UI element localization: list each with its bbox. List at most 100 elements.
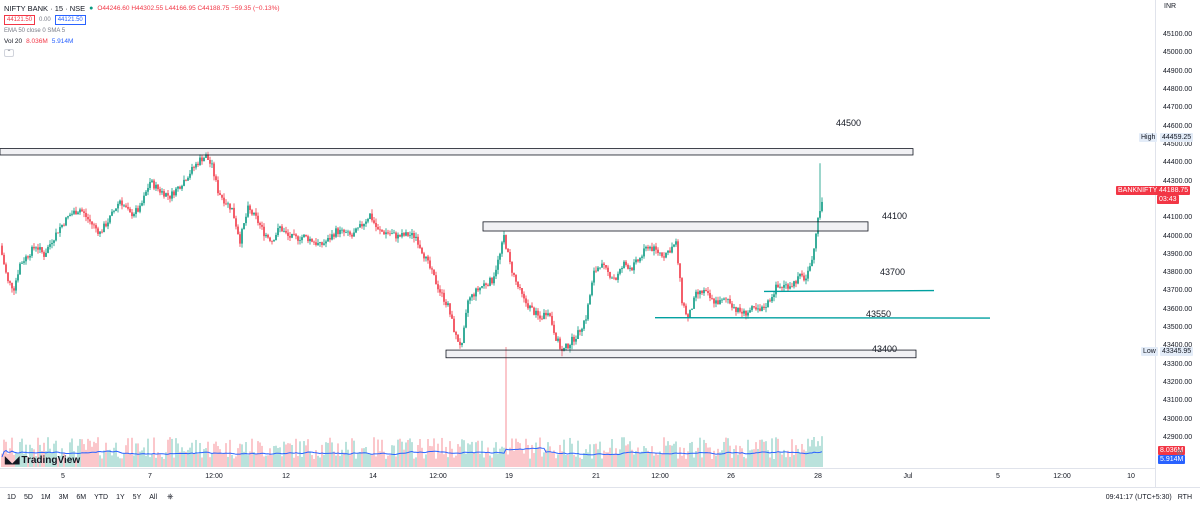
volume-bar <box>553 450 555 467</box>
volume-bar <box>385 458 387 467</box>
candle-body <box>53 240 55 243</box>
price-tick-label: 44300.00 <box>1163 177 1193 185</box>
volume-bar <box>19 441 21 467</box>
date-range-icon[interactable]: ⎈ <box>167 492 174 501</box>
volume-bar <box>309 451 311 467</box>
ema-indicator-label[interactable]: EMA 50 close 0 SMA 5 <box>4 27 66 34</box>
candle-body <box>281 226 283 232</box>
volume-bar <box>417 445 419 467</box>
volume-bar <box>107 450 109 467</box>
candle-body <box>303 234 305 238</box>
timeframe-button[interactable]: 5Y <box>132 493 142 501</box>
volume-indicator-label[interactable]: Vol 20 <box>4 37 23 45</box>
volume-bar <box>531 444 533 467</box>
candle-body <box>741 311 743 314</box>
volume-bar <box>713 450 715 467</box>
volume-bar <box>263 456 265 467</box>
volume-bar <box>543 452 545 467</box>
timeframe-button[interactable]: 1D <box>7 493 16 501</box>
candle-body <box>41 247 43 253</box>
timeframe-button[interactable]: 6M <box>76 493 87 501</box>
volume-bar <box>451 448 453 467</box>
volume-bar <box>497 453 499 467</box>
volume-bar <box>329 437 331 467</box>
candle-body <box>713 298 715 304</box>
collapse-legend-icon[interactable]: ⌃ <box>4 48 14 57</box>
time-tick-label: 7 <box>148 473 152 480</box>
volume-bar <box>443 454 445 467</box>
candle-body <box>737 307 739 312</box>
timeframe-button[interactable]: 3M <box>58 493 69 501</box>
price-axis-separator <box>1155 0 1156 487</box>
candle-body <box>781 286 783 288</box>
candle-body <box>103 223 105 233</box>
clock-timezone[interactable]: 09:41:17 (UTC+5:30) <box>1105 493 1172 501</box>
session-mode[interactable]: RTH <box>1177 493 1192 501</box>
timeframe-button[interactable]: 1Y <box>116 493 125 501</box>
volume-bar <box>623 437 625 467</box>
candle-body <box>469 297 471 301</box>
volume-bar <box>325 442 327 467</box>
candle-body <box>399 234 401 237</box>
candle-body <box>249 205 251 211</box>
settings-gear-icon[interactable]: ⚙ <box>1176 448 1184 457</box>
volume-bar <box>621 437 623 467</box>
candle-body <box>191 166 193 174</box>
sell-price-box[interactable]: 44121.50 <box>4 14 36 25</box>
volume-bar <box>189 447 191 467</box>
volume-bar <box>671 445 673 467</box>
candle-body <box>183 179 185 186</box>
candle-body <box>177 186 179 189</box>
candle-body <box>787 284 789 289</box>
volume-bar <box>35 456 37 467</box>
timeframe-button[interactable]: 1M <box>40 493 51 501</box>
volume-bar <box>569 437 571 467</box>
candle-body <box>723 298 725 300</box>
volume-bar <box>103 450 105 467</box>
candle-body <box>617 273 619 280</box>
volume-bar <box>187 449 189 467</box>
volume-bar <box>241 444 243 467</box>
volume-bar <box>519 443 521 467</box>
candle-body <box>505 235 507 249</box>
candle-body <box>265 234 267 237</box>
candle-body <box>197 163 199 166</box>
volume-bar <box>711 458 713 467</box>
tradingview-logo[interactable]: ◣◢ TradingView <box>5 455 80 466</box>
timeframe-button[interactable]: 5D <box>23 493 33 501</box>
candle-body <box>771 297 773 302</box>
candle-body <box>167 193 169 196</box>
candle-body <box>245 216 247 224</box>
candle-body <box>97 228 99 234</box>
volume-bar <box>23 453 25 467</box>
volume-bar <box>11 437 13 467</box>
currency-label[interactable]: INR <box>1164 3 1177 10</box>
zone-label-43700: 43700 <box>880 267 906 277</box>
volume-bar <box>361 448 363 467</box>
buy-price-box[interactable]: 44121.50 <box>54 14 86 25</box>
volume-bar <box>267 455 269 467</box>
volume-bar <box>315 450 317 467</box>
candle-body <box>523 293 525 299</box>
timeframe-button[interactable]: YTD <box>94 493 109 501</box>
timeframe-button[interactable]: All <box>149 493 158 501</box>
volume-bar <box>591 458 593 467</box>
price-tick-label: 44800.00 <box>1163 85 1193 93</box>
candle-body <box>765 307 767 309</box>
volume-bar <box>261 445 263 467</box>
candle-body <box>441 292 443 294</box>
volume-bar <box>395 456 397 467</box>
symbol-title[interactable]: NIFTY BANK · 15 · NSE <box>4 3 86 13</box>
volume-bar <box>327 442 329 467</box>
volume-bar <box>313 458 315 467</box>
volume-bar <box>15 452 17 467</box>
volume-bar <box>521 449 523 467</box>
volume-bar <box>99 455 101 467</box>
volume-bar <box>493 447 495 467</box>
candle-body <box>145 191 147 196</box>
volume-bar <box>239 443 241 467</box>
volume-bar <box>739 445 741 467</box>
candle-body <box>571 336 573 346</box>
volume-bar <box>59 455 61 467</box>
